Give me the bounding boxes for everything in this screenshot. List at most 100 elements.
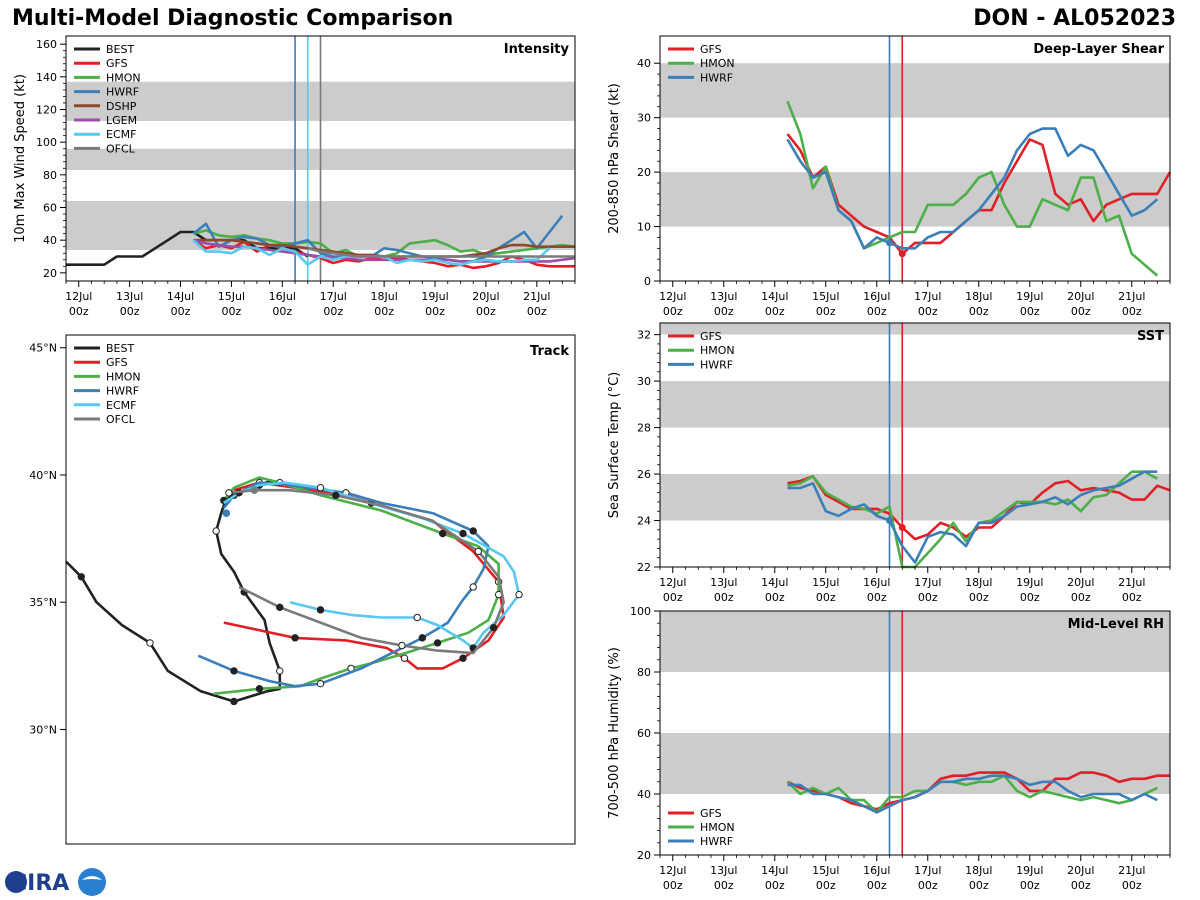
- legend-label-gfs: GFS: [700, 807, 722, 820]
- x-tick-label-day: 16Jul: [863, 290, 890, 303]
- lat-tick-label: 40°N: [29, 469, 57, 482]
- x-tick-label-hour: 00z: [816, 305, 836, 318]
- x-tick-label-day: 21Jul: [1118, 864, 1145, 877]
- y-tick-label: 30: [637, 112, 651, 125]
- legend-label-ofcl: OFCL: [106, 142, 136, 155]
- y-tick-label: 40: [637, 57, 651, 70]
- x-tick-label-hour: 00z: [714, 305, 734, 318]
- track-line-best: [65, 480, 282, 703]
- x-tick-label-day: 16Jul: [863, 864, 890, 877]
- y-tick-label: 140: [36, 71, 57, 84]
- x-tick-label-day: 14Jul: [761, 290, 788, 303]
- track-position-dot: [413, 613, 421, 622]
- legend-label-hwrf: HWRF: [700, 71, 733, 84]
- x-tick-label-hour: 00z: [969, 591, 989, 604]
- x-tick-label-hour: 00z: [867, 591, 887, 604]
- x-tick-label-hour: 00z: [1020, 879, 1040, 892]
- y-tick-label: 100: [630, 605, 651, 618]
- track-position-dot: [398, 641, 406, 650]
- current-position-marker: [250, 486, 259, 495]
- x-tick-label-day: 19Jul: [1016, 290, 1043, 303]
- x-tick-label-day: 15Jul: [812, 290, 839, 303]
- track-position-dot: [230, 697, 238, 706]
- x-tick-label-day: 13Jul: [710, 864, 737, 877]
- legend-label-best: BEST: [106, 43, 134, 56]
- legend-label-gfs: GFS: [106, 356, 128, 369]
- y-tick-label: 100: [36, 136, 57, 149]
- y-tick-label: 60: [637, 727, 651, 740]
- x-tick-label-day: 16Jul: [863, 576, 890, 589]
- x-tick-label-hour: 00z: [765, 305, 785, 318]
- y-tick-label: 40: [43, 234, 57, 247]
- y-tick-label: 32: [637, 329, 651, 342]
- x-tick-label-day: 18Jul: [965, 864, 992, 877]
- x-tick-label-hour: 00z: [867, 879, 887, 892]
- threshold-band: [660, 381, 1170, 428]
- track-position-dot: [255, 685, 264, 693]
- logo-globe-right: [78, 868, 106, 896]
- plot-frame: [659, 322, 1171, 568]
- x-tick-label-hour: 00z: [425, 305, 445, 318]
- threshold-band: [660, 323, 1170, 335]
- series-line-hwrf: [786, 127, 1159, 250]
- x-tick-label-day: 13Jul: [116, 290, 143, 303]
- x-tick-label-hour: 00z: [816, 591, 836, 604]
- y-axis-label: Sea Surface Temp (°C): [607, 372, 622, 519]
- legend-label-hmon: HMON: [700, 344, 735, 357]
- y-tick-label: 24: [637, 515, 651, 528]
- track-position-dot: [433, 639, 442, 647]
- x-tick-label-day: 16Jul: [269, 290, 296, 303]
- x-tick-label-day: 21Jul: [523, 290, 550, 303]
- track-position-dot: [469, 527, 477, 535]
- x-tick-label-hour: 00z: [222, 305, 242, 318]
- threshold-band: [660, 733, 1170, 794]
- track-position-dot: [459, 654, 467, 662]
- storm-name: DON - AL052023: [973, 6, 1176, 31]
- series-line-hwrf: [787, 470, 1158, 564]
- track-position-dot: [418, 634, 426, 642]
- y-tick-label: 20: [43, 267, 57, 280]
- x-tick-label-hour: 00z: [1071, 305, 1091, 318]
- x-tick-label-day: 20Jul: [472, 290, 499, 303]
- x-tick-label-day: 19Jul: [421, 290, 448, 303]
- track-position-dot: [515, 590, 523, 599]
- y-tick-label: 20: [637, 166, 651, 179]
- x-tick-label-hour: 00z: [969, 879, 989, 892]
- x-tick-label-hour: 00z: [272, 305, 292, 318]
- track-position-dot: [316, 679, 325, 688]
- x-tick-label-hour: 00z: [663, 879, 683, 892]
- intensity-chart: 20 40 60 80 100 120 140 160 12Jul 00z 13Jul 00z 14Ju…: [13, 35, 576, 318]
- x-tick-label-hour: 00z: [1020, 591, 1040, 604]
- legend-label-hmon: HMON: [700, 821, 735, 834]
- x-tick-label-day: 13Jul: [710, 576, 737, 589]
- threshold-band: [660, 63, 1170, 118]
- shear-chart: 0 10 20 30 40 12Jul 00z 13Jul 00z 14Jul 00z 15Jul 00…: [607, 35, 1172, 318]
- sst-chart: 22 24 26 28 30 32 12Jul 00z 13Jul 00z 14Jul 00z 15Ju…: [607, 322, 1171, 604]
- track-position-dot: [291, 634, 299, 642]
- y-tick-label: 0: [644, 275, 651, 288]
- x-tick-label-day: 12Jul: [659, 864, 686, 877]
- x-tick-label-day: 14Jul: [761, 576, 788, 589]
- x-tick-label-day: 14Jul: [167, 290, 194, 303]
- y-tick-label: 30: [637, 375, 651, 388]
- track-position-dot: [146, 639, 154, 647]
- x-tick-label-day: 15Jul: [812, 864, 839, 877]
- x-tick-label-hour: 00z: [1071, 591, 1091, 604]
- x-tick-label-day: 15Jul: [812, 576, 839, 589]
- x-tick-label-day: 21Jul: [1118, 576, 1145, 589]
- y-tick-label: 40: [637, 788, 651, 801]
- lat-tick-label: 35°N: [29, 596, 57, 609]
- legend-label-hwrf: HWRF: [700, 358, 733, 371]
- x-tick-label-day: 21Jul: [1118, 290, 1145, 303]
- track-position-dot: [469, 583, 477, 591]
- legend-label-hwrf: HWRF: [700, 835, 733, 848]
- x-tick-label-hour: 00z: [663, 591, 683, 604]
- x-tick-label-hour: 00z: [1020, 305, 1040, 318]
- track-position-dot: [276, 603, 284, 612]
- track-line-hwrf: [197, 481, 490, 688]
- x-tick-label-day: 19Jul: [1016, 864, 1043, 877]
- x-tick-label-hour: 00z: [816, 879, 836, 892]
- legend-label-lgem: LGEM: [106, 114, 137, 127]
- current-value-marker: [886, 517, 893, 525]
